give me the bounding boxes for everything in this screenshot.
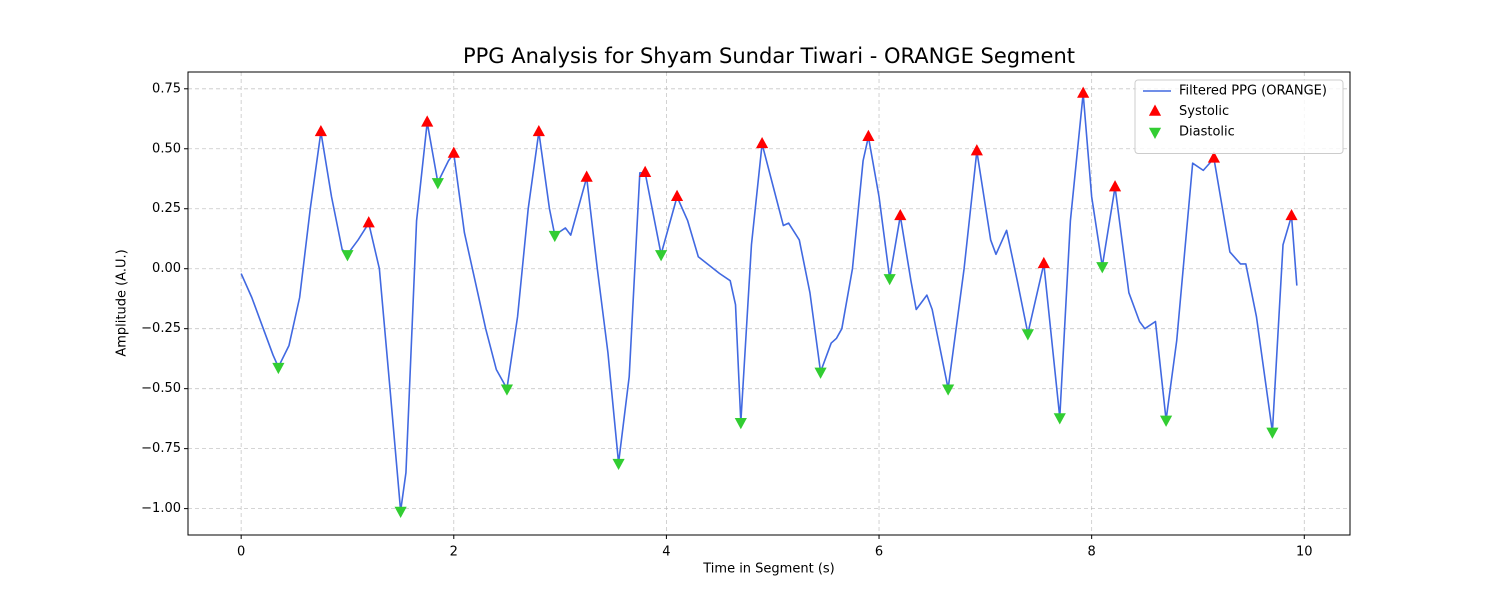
diastolic-marker: [1053, 413, 1066, 425]
systolic-marker: [862, 129, 875, 141]
diastolic-marker: [814, 367, 827, 379]
diastolic-marker: [431, 178, 444, 190]
x-tick-label: 8: [1088, 545, 1096, 560]
legend-label: Diastolic: [1179, 125, 1235, 140]
diastolic-marker: [1021, 329, 1034, 341]
y-axis-label: Amplitude (A.U.): [115, 249, 130, 356]
systolic-marker: [1207, 151, 1221, 163]
legend-label: Systolic: [1179, 104, 1229, 119]
chart-title: PPG Analysis for Shyam Sundar Tiwari - O…: [463, 44, 1075, 68]
systolic-marker: [639, 165, 652, 177]
legend-box: [1134, 79, 1344, 154]
systolic-marker: [421, 115, 434, 127]
x-tick-label: 2: [450, 545, 458, 560]
diastolic-marker: [272, 362, 285, 375]
systolic-marker: [362, 216, 375, 228]
diastolic-marker: [394, 506, 407, 519]
legend-label: Filtered PPG (ORANGE): [1179, 84, 1327, 99]
systolic-marker: [1037, 256, 1050, 269]
x-tick-label: 0: [237, 545, 245, 560]
legend-marker: [1148, 127, 1162, 139]
systolic-marker: [580, 170, 593, 182]
x-tick-label: 6: [875, 545, 883, 560]
systolic-marker: [894, 208, 907, 221]
systolic-marker: [532, 124, 545, 137]
y-tick-label: 0.25: [152, 201, 181, 216]
diastolic-marker: [1096, 262, 1109, 274]
systolic-marker: [1077, 86, 1090, 98]
y-tick-label: 0.75: [152, 81, 181, 96]
diastolic-marker: [1159, 415, 1173, 427]
systolic-marker: [970, 144, 983, 156]
diastolic-marker: [734, 418, 747, 430]
systolic-marker: [1108, 180, 1122, 192]
y-tick-label: −0.50: [141, 381, 181, 396]
diastolic-marker: [1266, 427, 1279, 439]
diastolic-marker: [548, 230, 561, 243]
diastolic-marker: [612, 458, 625, 471]
diastolic-marker: [655, 250, 668, 262]
diastolic-marker: [500, 384, 514, 396]
x-axis-label: Time in Segment (s): [702, 562, 834, 577]
y-tick-label: −0.25: [141, 321, 181, 336]
systolic-marker: [755, 136, 769, 149]
diastolic-marker: [341, 250, 354, 262]
y-tick-label: −0.75: [141, 441, 181, 456]
systolic-marker: [447, 146, 460, 158]
y-tick-label: 0.50: [152, 141, 181, 156]
y-tick-label: 0.00: [152, 261, 181, 276]
x-tick-label: 4: [662, 545, 670, 560]
plot-frame: [187, 71, 1351, 536]
x-tick-label: 10: [1296, 545, 1313, 560]
diastolic-marker: [883, 274, 896, 286]
systolic-marker: [670, 189, 684, 201]
systolic-marker: [1285, 208, 1298, 221]
systolic-marker: [314, 124, 327, 137]
y-tick-label: −1.00: [141, 501, 181, 516]
diastolic-marker: [942, 384, 955, 396]
legend-marker: [1148, 104, 1162, 116]
